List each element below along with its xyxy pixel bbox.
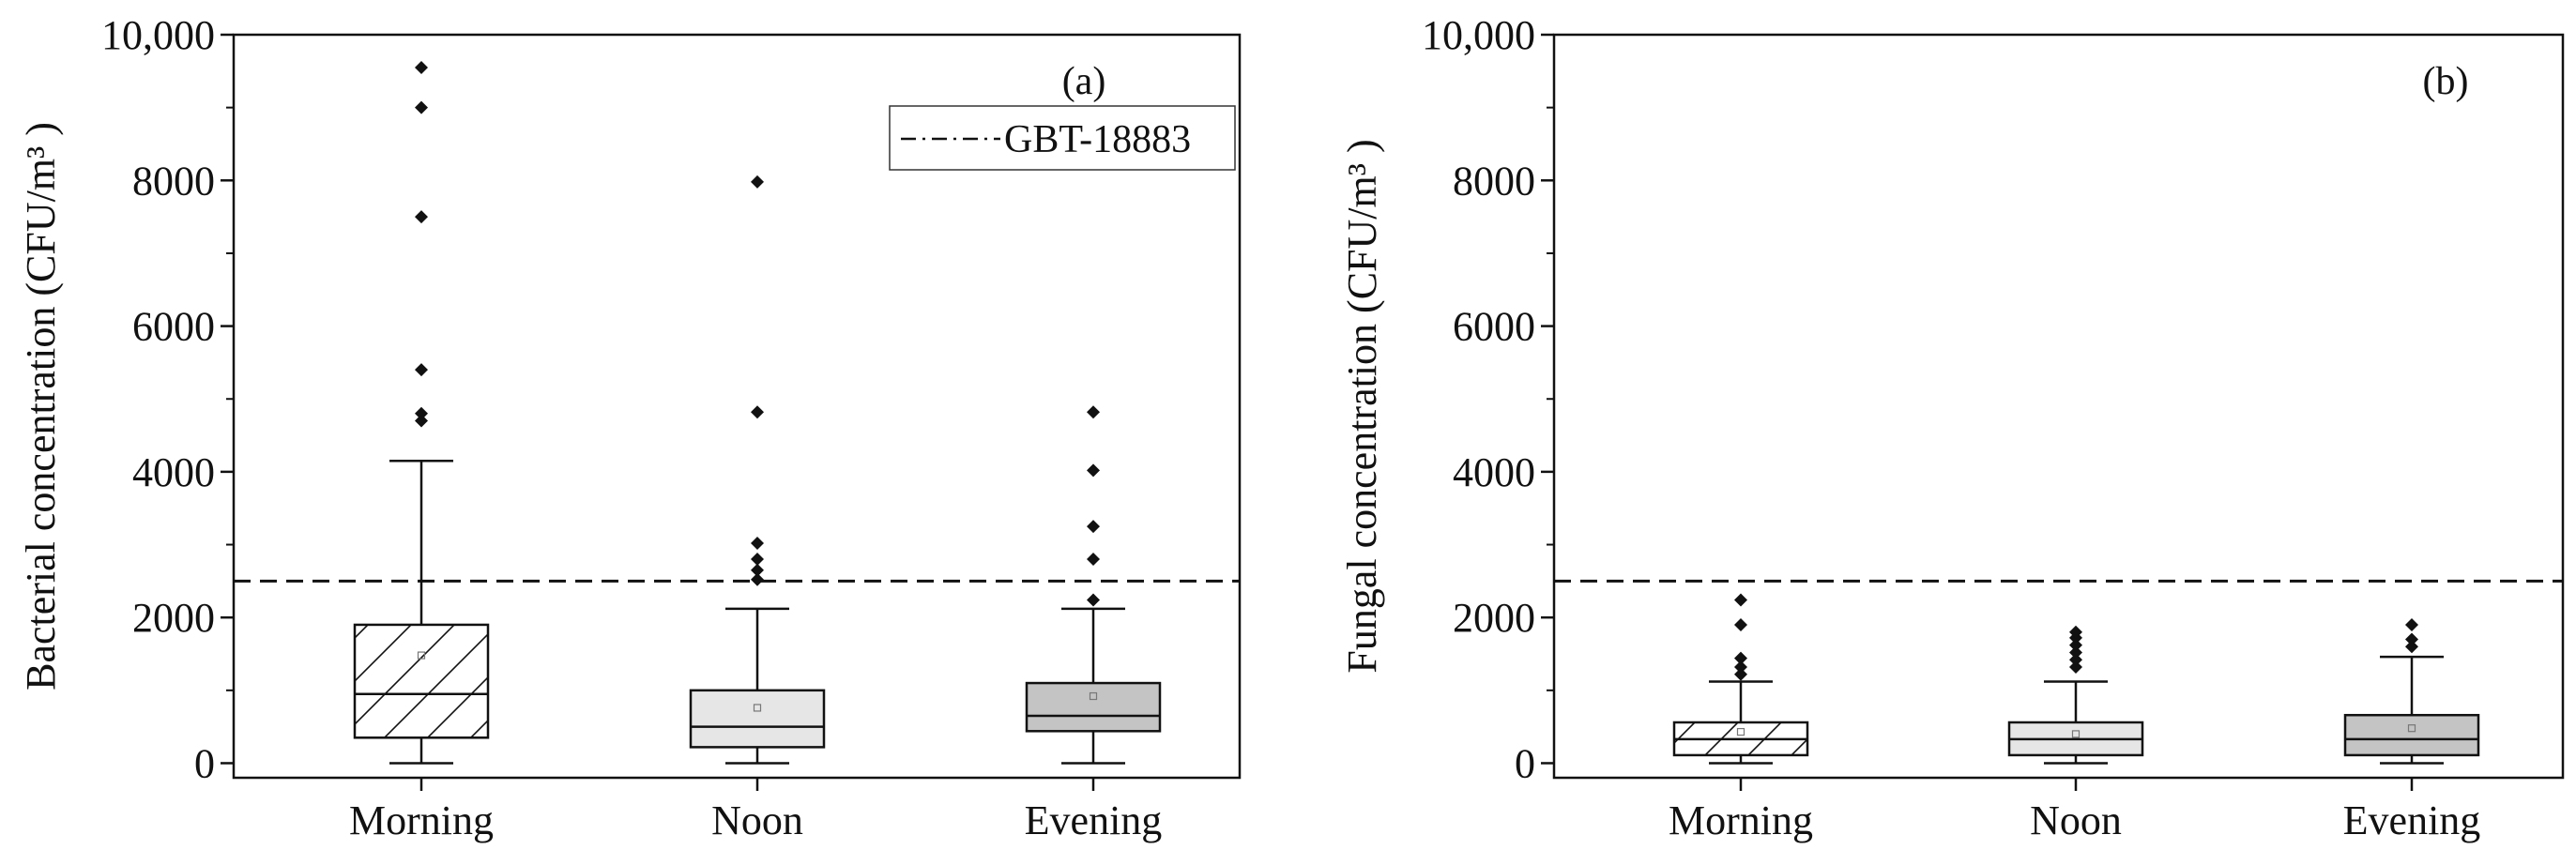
outlier-point: [415, 210, 428, 224]
box-iqr: [1025, 681, 1162, 733]
boxes: [353, 60, 1162, 765]
y-axis: 0 2000 4000 6000 8000 10,000: [1422, 12, 1554, 786]
y-tick-label: 6000: [1453, 304, 1535, 350]
boxes: [1672, 593, 2480, 765]
mean-marker: [417, 651, 426, 660]
outlier-point: [415, 60, 428, 74]
panel-label: (a): [1062, 60, 1106, 103]
outlier-point: [751, 175, 764, 189]
outlier-point: [2069, 660, 2082, 674]
mean-marker: [2071, 730, 2081, 738]
y-tick-label: 10,000: [101, 12, 215, 58]
x-tick-label: Evening: [2343, 797, 2481, 843]
x-tick-label: Evening: [1025, 797, 1163, 843]
y-tick-label: 2000: [1453, 595, 1535, 641]
outlier-point: [1087, 405, 1100, 419]
panel-a: 0 2000 4000 6000 8000 10,000 Morning Noon Eveni…: [18, 12, 1242, 843]
outlier-point: [2405, 617, 2418, 631]
outlier-point: [2405, 640, 2418, 654]
outlier-point: [415, 406, 428, 420]
y-tick-label: 6000: [132, 304, 215, 350]
plot-frame: [1552, 33, 2565, 780]
outlier-point: [415, 100, 428, 114]
legend-label: GBT-18883: [1004, 118, 1191, 161]
mean-marker: [753, 704, 762, 712]
box-iqr: [689, 689, 826, 749]
box-noon: [689, 175, 826, 765]
y-tick-label: 4000: [1453, 449, 1535, 495]
outlier-point: [751, 572, 764, 586]
panel-b: 0 2000 4000 6000 8000 10,000 Morning Noon Eveni…: [1339, 12, 2565, 843]
box-iqr: [353, 623, 490, 739]
outlier-point: [1734, 617, 1747, 631]
outlier-point: [1087, 593, 1100, 607]
outlier-point: [1734, 660, 1747, 674]
box-morning: [1672, 593, 1809, 765]
x-tick-label: Morning: [1669, 797, 1813, 843]
y-tick-label: 2000: [132, 595, 215, 641]
y-axis-title: Fungal concentration (CFU/m³ ): [1339, 139, 1385, 673]
outlier-point: [751, 405, 764, 419]
outlier-point: [1734, 667, 1747, 681]
plot-frame: [232, 33, 1242, 780]
outlier-point: [751, 553, 764, 567]
box-iqr: [2343, 713, 2480, 757]
box-noon: [2007, 625, 2144, 765]
outlier-point: [1734, 651, 1747, 665]
legend: GBT-18883: [889, 105, 1236, 171]
legend-box: [889, 105, 1236, 171]
y-tick-label: 4000: [132, 449, 215, 495]
mean-marker: [1736, 727, 1745, 736]
y-tick-label: 0: [194, 740, 215, 786]
x-axis: Morning Noon Evening: [349, 778, 1162, 843]
outlier-point: [1087, 463, 1100, 478]
outlier-point: [2069, 625, 2082, 639]
x-tick-label: Noon: [711, 797, 803, 843]
box-evening: [1025, 405, 1162, 765]
x-tick-label: Noon: [2030, 797, 2122, 843]
box-morning: [353, 60, 490, 765]
outlier-point: [751, 536, 764, 550]
y-axis-title: Bacterial concentration (CFU/m³ ): [18, 122, 64, 690]
outlier-point: [2069, 653, 2082, 667]
box-evening: [2343, 617, 2480, 765]
outlier-point: [415, 414, 428, 428]
y-tick-label: 0: [1515, 740, 1535, 786]
outlier-point: [1087, 520, 1100, 534]
outlier-point: [2069, 638, 2082, 652]
outlier-point: [1087, 553, 1100, 567]
outlier-point: [1734, 593, 1747, 607]
outlier-point: [2069, 645, 2082, 660]
y-axis: 0 2000 4000 6000 8000 10,000: [101, 12, 234, 786]
outlier-point: [415, 363, 428, 377]
mean-marker: [2407, 724, 2416, 733]
y-tick-label: 10,000: [1422, 12, 1535, 58]
y-tick-label: 8000: [1453, 158, 1535, 204]
outlier-point: [2405, 632, 2418, 646]
x-tick-label: Morning: [349, 797, 494, 843]
panel-label: (b): [2423, 60, 2469, 103]
outlier-point: [751, 563, 764, 577]
x-axis: Morning Noon Evening: [1669, 778, 2480, 843]
mean-marker: [1089, 691, 1098, 701]
y-tick-label: 8000: [132, 158, 215, 204]
